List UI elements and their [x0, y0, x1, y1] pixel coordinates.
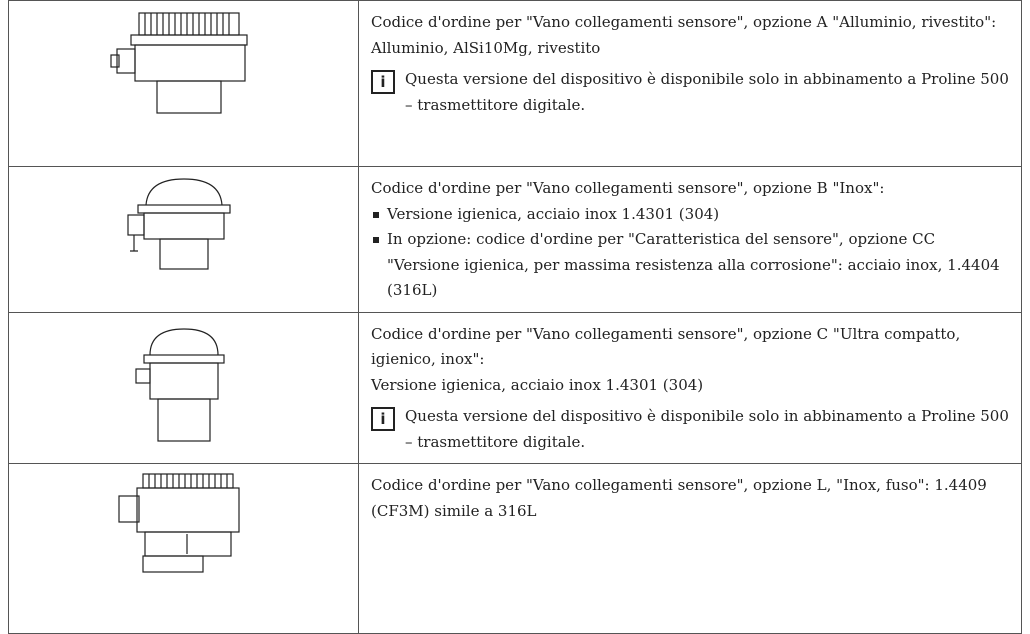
- page: Codice d'ordine per "Vano collegamenti s…: [8, 0, 1022, 634]
- paragraph: Codice d'ordine per "Vano collegamenti s…: [371, 179, 885, 197]
- row: Codice d'ordine per "Vano collegamenti s…: [8, 0, 1022, 167]
- drawing: [117, 473, 240, 573]
- info-icon: i: [371, 407, 395, 431]
- paragraph: Alluminio, AlSi10Mg, rivestito: [371, 38, 601, 57]
- paragraph: Codice d'ordine per "Vano collegamenti s…: [371, 13, 997, 31]
- description: Codice d'ordine per "Vano collegamenti s…: [358, 166, 1022, 313]
- description: Codice d'ordine per "Vano collegamenti s…: [358, 311, 1022, 464]
- row: Codice d'ordine per "Vano collegamenti s…: [8, 463, 1022, 634]
- note-text: Questa versione del dispositivo è dispon…: [405, 407, 1009, 451]
- paragraph: Versione igienica, acciaio inox 1.4301 (…: [371, 375, 704, 394]
- row: Codice d'ordine per "Vano collegamenti s…: [8, 166, 1022, 313]
- description: Codice d'ordine per "Vano collegamenti s…: [358, 463, 1022, 634]
- device-image: [8, 166, 359, 313]
- drawing: [126, 178, 231, 270]
- drawing: [109, 12, 248, 114]
- paragraph: Codice d'ordine per "Vano collegamenti s…: [371, 324, 961, 369]
- bullet: Versione igienica, acciaio inox 1.4301 (…: [373, 202, 1009, 228]
- row: Codice d'ordine per "Vano collegamenti s…: [8, 311, 1022, 464]
- device-image: [8, 463, 359, 634]
- note: i Questa versione del dispositivo è dispo…: [371, 67, 1009, 118]
- material-table: Codice d'ordine per "Vano collegamenti s…: [8, 0, 1022, 634]
- note-text: Questa versione del dispositivo è dispon…: [405, 70, 1009, 114]
- drawing: [134, 327, 225, 442]
- bullet: In opzione: codice d'ordine per "Caratte…: [373, 227, 1009, 304]
- device-image: [8, 0, 359, 167]
- description: Codice d'ordine per "Vano collegamenti s…: [358, 0, 1022, 167]
- device-image: [8, 311, 359, 464]
- note: i Questa versione del dispositivo è dispo…: [371, 404, 1009, 455]
- bullet-list: Versione igienica, acciaio inox 1.4301 (…: [371, 202, 1009, 304]
- info-icon: i: [371, 70, 395, 94]
- paragraph: Codice d'ordine per "Vano collegamenti s…: [371, 476, 987, 520]
